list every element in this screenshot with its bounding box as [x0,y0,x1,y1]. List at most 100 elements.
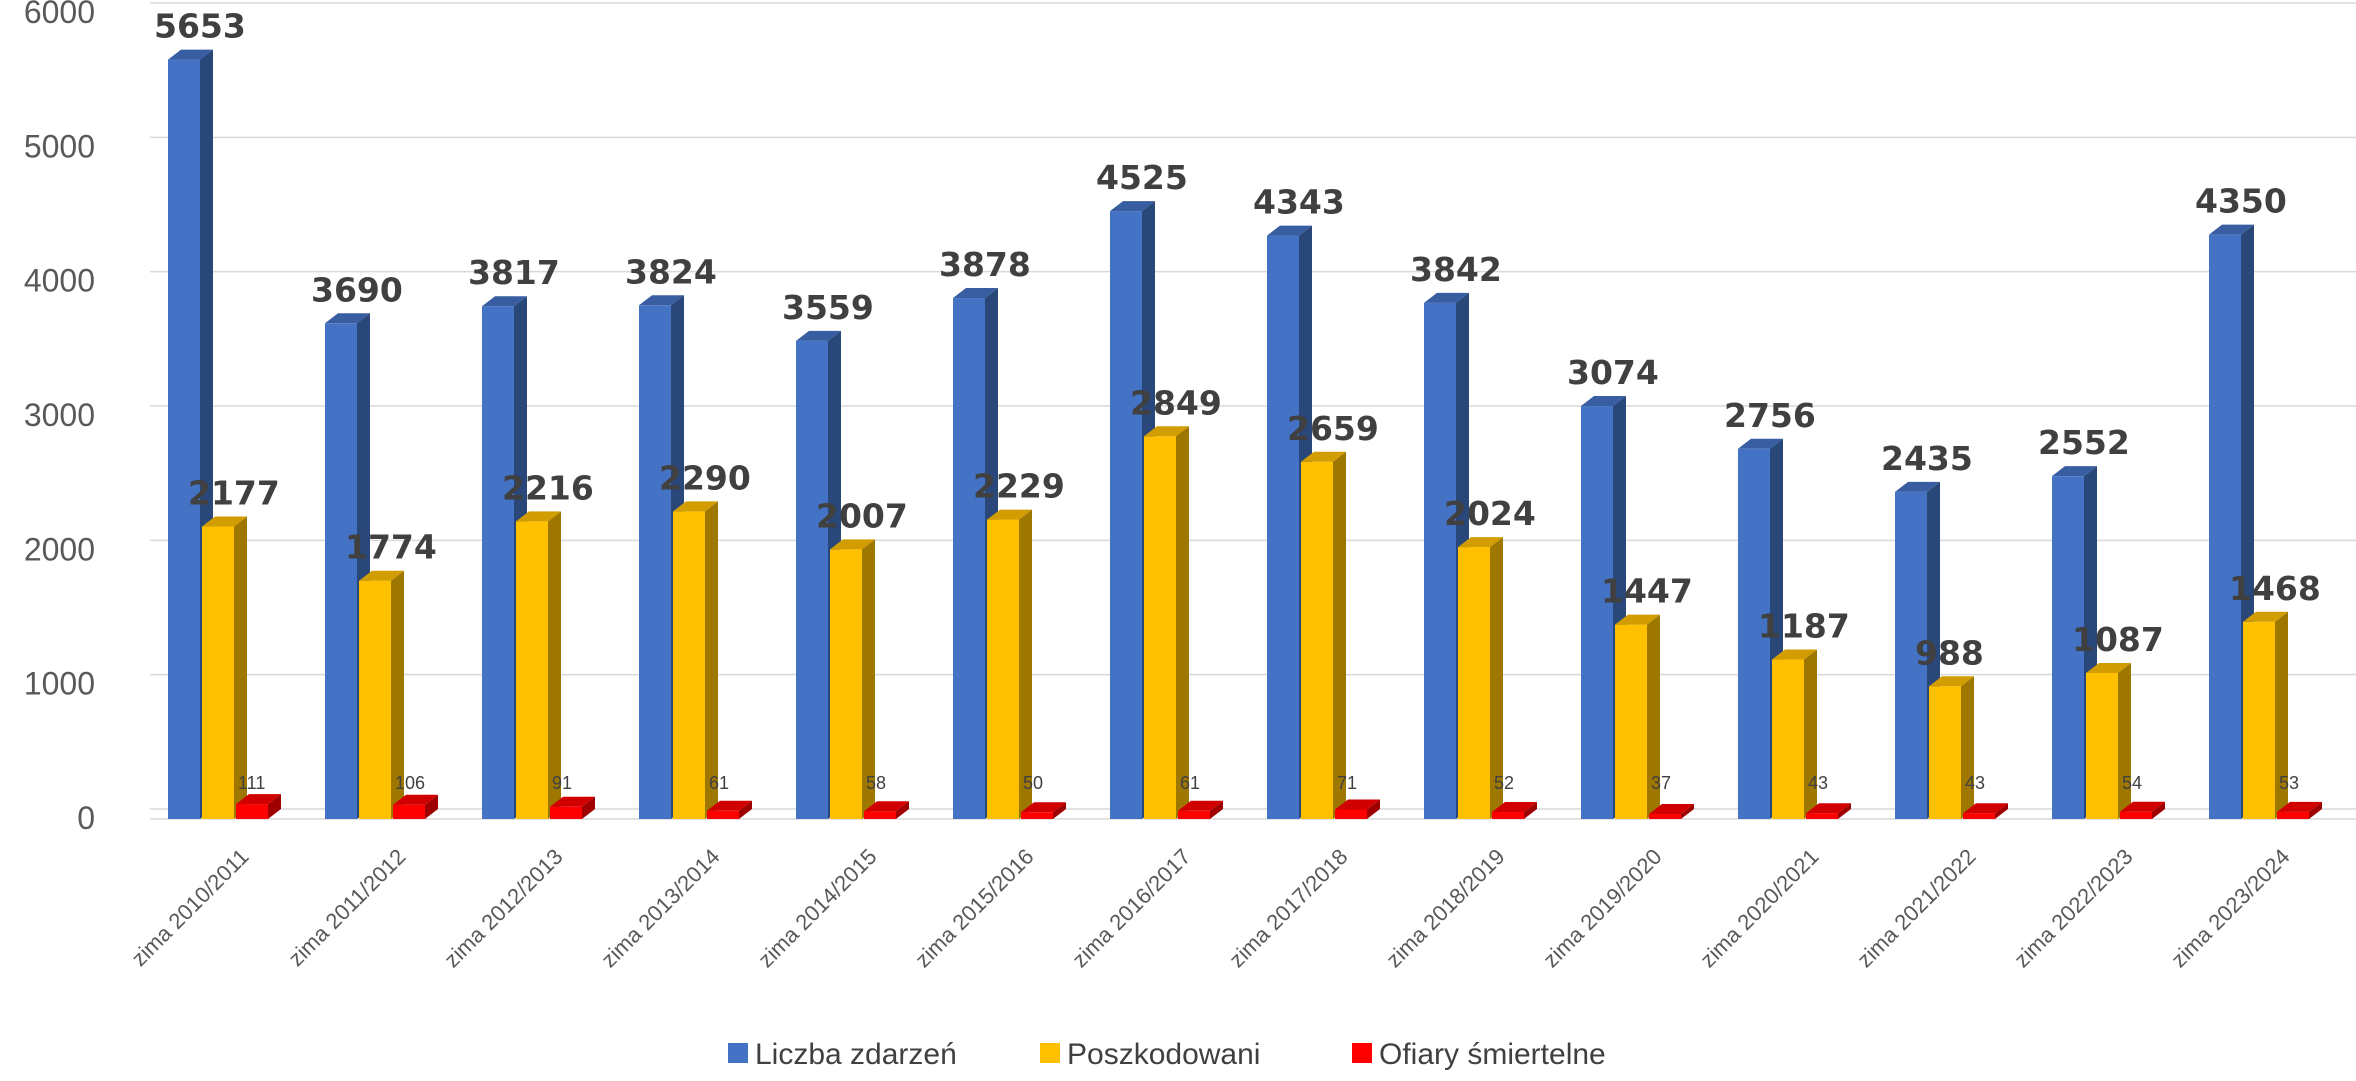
legend-swatch [1352,1043,1372,1063]
data-label: 2177 [188,474,280,513]
data-label: 5653 [154,7,246,46]
bar-poszkodowani [2086,662,2131,819]
data-label: 52 [1494,773,1514,793]
x-tick-label: zima 2011/2012 [283,844,410,971]
x-tick-label: zima 2013/2014 [596,844,724,972]
legend-swatch [1040,1043,1060,1063]
bar-poszkodowani [516,511,561,819]
data-label: 2216 [502,468,594,507]
legend-label: Ofiary śmiertelne [1379,1038,1606,1071]
bar-ofiary [1021,802,1066,819]
data-label: 4343 [1253,183,1345,222]
data-label: 2290 [659,458,751,497]
x-tick-label: zima 2022/2023 [2009,844,2137,972]
bar-ofiary [236,794,281,819]
x-tick-label: zima 2015/2016 [910,844,1038,972]
legend-item[interactable]: Poszkodowani [1040,1038,1260,1071]
data-label: 988 [1915,633,1984,672]
legend-swatch [728,1043,748,1063]
bar-ofiary [864,801,909,819]
bars [168,49,2322,820]
data-label: 43 [1965,773,1985,793]
data-label: 4525 [1096,158,1188,197]
y-tick-label: 5000 [24,128,95,164]
bar-ofiary [1963,803,2008,819]
data-label: 71 [1337,773,1357,793]
bar-ofiary [2277,801,2322,819]
x-tick-label: zima 2023/2024 [2166,844,2294,972]
bar-ofiary [393,794,438,819]
y-tick-label: 1000 [24,666,95,702]
bar-poszkodowani [1772,649,1817,819]
data-labels: 5653 2177 111 3690 1774 106 3817 2216 91 3824 2290… [154,7,2321,793]
bar-ofiary [1178,800,1223,819]
bar-ofiary [1806,803,1851,819]
bar-poszkodowani [202,516,247,819]
y-tick-label: 3000 [24,397,95,433]
data-label: 3842 [1410,250,1502,289]
legend[interactable]: Liczba zdarzeń Poszkodowani Ofiary śmierte… [728,1038,1606,1071]
bar-poszkodowani [1301,451,1346,819]
data-label: 53 [2279,773,2299,793]
legend-label: Poszkodowani [1067,1038,1260,1071]
y-tick-label: 0 [77,800,95,836]
data-label: 3824 [625,252,717,291]
legend-item[interactable]: Ofiary śmiertelne [1352,1038,1606,1071]
y-axis-ticks: 0 1000 2000 3000 4000 5000 6000 [24,0,95,836]
data-label: 3690 [311,270,403,309]
x-tick-label: zima 2016/2017 [1067,844,1195,972]
bar-ofiary [550,796,595,819]
data-label: 61 [1180,773,1200,793]
data-label: 106 [395,773,425,793]
y-tick-label: 6000 [24,0,95,30]
bar-poszkodowani [830,539,875,819]
bar-poszkodowani [1615,614,1660,819]
bar-poszkodowani [673,501,718,819]
bar-liczba [1895,481,1940,819]
data-label: 2552 [2038,423,2130,462]
x-axis-ticks: zima 2010/2011 zima 2011/2012 zima 2012/20… [126,844,2294,972]
data-label: 58 [866,773,886,793]
legend-item[interactable]: Liczba zdarzeń [728,1038,957,1071]
data-label: 2659 [1287,409,1379,448]
bar-ofiary [1649,804,1694,819]
x-tick-label: zima 2020/2021 [1695,844,1823,972]
bar-ofiary [1335,799,1380,819]
bar-ofiary [707,800,752,819]
data-label: 2229 [973,467,1065,506]
data-label: 1187 [1758,607,1850,646]
data-label: 50 [1023,773,1043,793]
data-label: 54 [2122,773,2142,793]
y-tick-label: 4000 [24,263,95,299]
data-label: 2756 [1724,396,1816,435]
data-label: 37 [1651,773,1671,793]
x-tick-label: zima 2021/2022 [1852,844,1980,972]
bar-poszkodowani [1144,426,1189,819]
data-label: 1774 [345,528,437,567]
x-tick-label: zima 2019/2020 [1538,844,1666,972]
x-tick-label: zima 2014/2015 [753,844,881,972]
data-label: 2024 [1444,494,1536,533]
bar-poszkodowani [987,509,1032,819]
bar-ofiary [1492,802,1537,819]
data-label: 3074 [1567,353,1659,392]
data-label: 1468 [2229,569,2321,608]
legend-label: Liczba zdarzeń [755,1038,957,1071]
data-label: 43 [1808,773,1828,793]
data-label: 3559 [782,288,874,327]
data-label: 2435 [1881,439,1973,478]
data-label: 1447 [1601,572,1693,611]
data-label: 61 [709,773,729,793]
x-tick-label: zima 2018/2019 [1381,844,1509,972]
x-tick-label: zima 2017/2018 [1224,844,1352,972]
bar-poszkodowani [359,570,404,819]
y-tick-label: 2000 [24,531,95,567]
data-label: 2007 [816,496,908,535]
data-label: 1087 [2072,620,2164,659]
data-label: 3817 [468,253,560,292]
bar-liczba [1267,225,1312,819]
data-label: 111 [238,773,265,793]
bar-liczba [2052,466,2097,819]
